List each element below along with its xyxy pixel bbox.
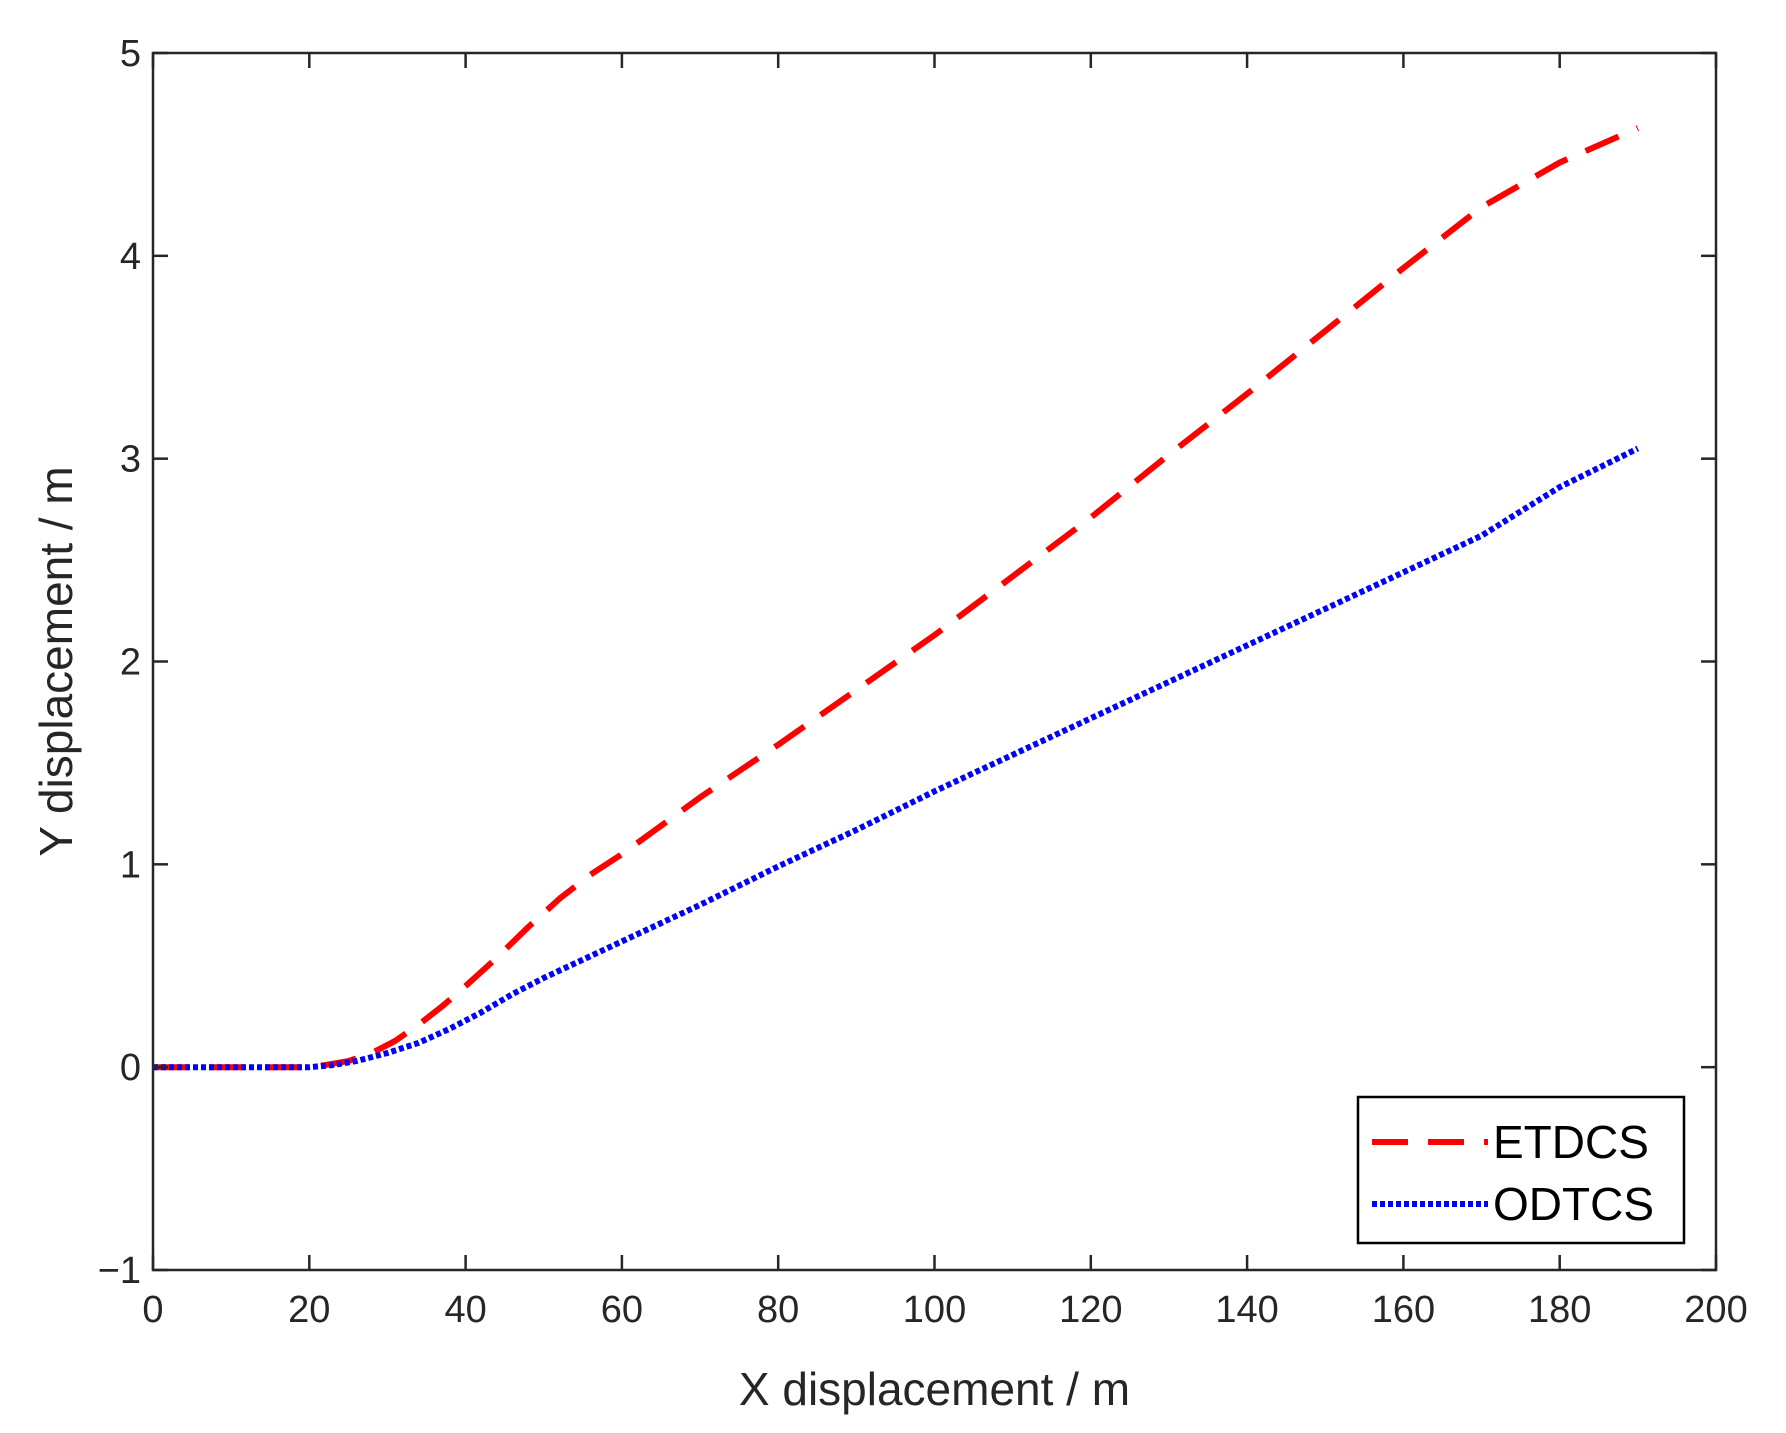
x-tick-label: 120 xyxy=(1059,1289,1122,1331)
x-tick-label: 180 xyxy=(1528,1289,1591,1331)
y-tick-label: −1 xyxy=(98,1250,141,1292)
x-tick-label: 80 xyxy=(757,1289,799,1331)
x-tick-label: 140 xyxy=(1215,1289,1278,1331)
x-tick-label: 60 xyxy=(601,1289,643,1331)
legend: ETDCS ODTCS xyxy=(1356,1095,1686,1245)
x-tick-label: 160 xyxy=(1372,1289,1435,1331)
x-tick-label: 100 xyxy=(903,1289,966,1331)
x-tick-label: 200 xyxy=(1684,1289,1747,1331)
series-line-odtcs xyxy=(153,445,1640,1071)
legend-box xyxy=(1356,1095,1686,1245)
plot-area xyxy=(153,53,1716,1270)
x-axis-label: X displacement / m xyxy=(739,1363,1130,1415)
series-line-etdcs xyxy=(153,125,1640,1071)
legend-label-etdcs: ETDCS xyxy=(1493,1116,1649,1168)
y-tick-label: 4 xyxy=(120,236,141,278)
x-tick-label: 20 xyxy=(288,1289,330,1331)
y-tick-label: 0 xyxy=(120,1047,141,1089)
legend-label-odtcs: ODTCS xyxy=(1493,1178,1654,1230)
y-tick-label: 5 xyxy=(120,33,141,75)
y-axis-label: Y displacement / m xyxy=(30,466,82,856)
x-tick-labels: 0 20 40 60 80 100 120 140 160 180 200 xyxy=(142,1289,1747,1331)
y-tick-label: 2 xyxy=(120,642,141,684)
axes-box xyxy=(151,51,1718,1272)
x-tick-label: 40 xyxy=(444,1289,486,1331)
axes-background xyxy=(153,53,1716,1270)
x-tick-label: 0 xyxy=(142,1289,163,1331)
series-layer xyxy=(153,125,1640,1071)
y-tick-label: 3 xyxy=(120,439,141,481)
y-tick-labels: −1 0 1 2 3 4 5 xyxy=(98,33,141,1292)
y-tick-label: 1 xyxy=(120,844,141,886)
